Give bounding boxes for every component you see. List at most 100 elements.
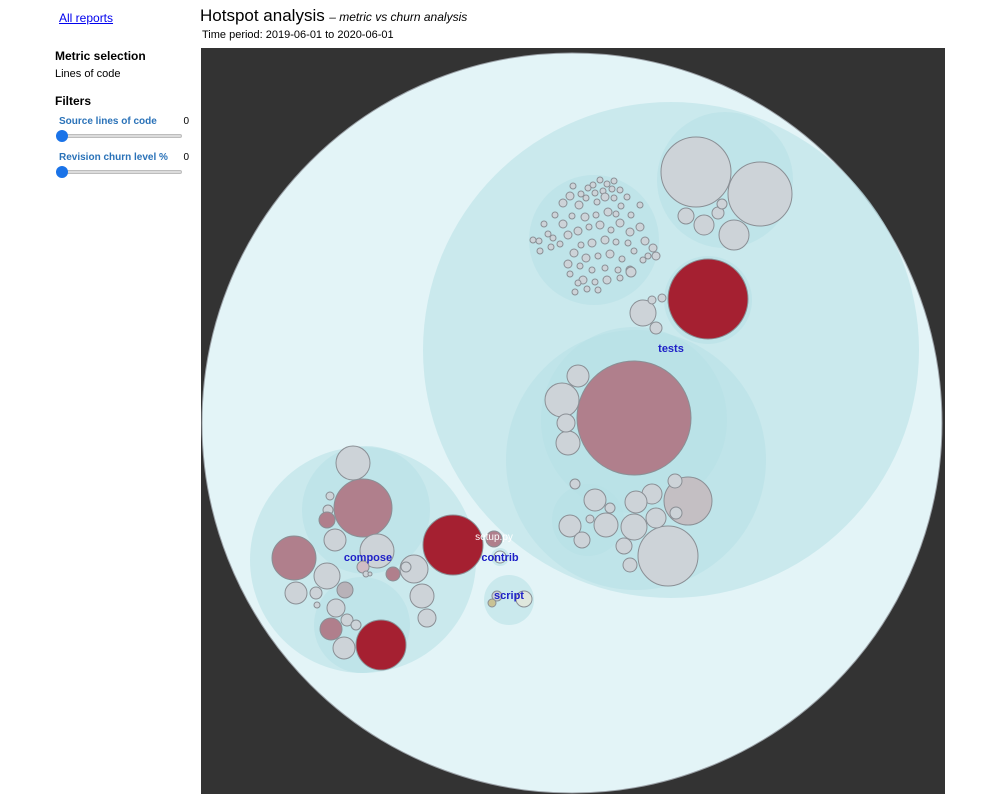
small-file-circle[interactable] [615, 218, 625, 228]
small-file-circle[interactable] [573, 226, 583, 236]
file-circle[interactable] [615, 537, 633, 555]
small-file-circle[interactable] [574, 279, 582, 287]
small-file-circle[interactable] [569, 182, 577, 190]
file-circle[interactable] [340, 613, 354, 627]
small-file-circle[interactable] [651, 251, 661, 261]
file-circle[interactable] [593, 512, 619, 538]
small-file-circle[interactable] [574, 200, 584, 210]
small-file-circle[interactable] [596, 176, 604, 184]
small-file-circle[interactable] [603, 180, 611, 188]
file-circle[interactable] [313, 562, 341, 590]
folder-label-contrib[interactable]: contrib [481, 552, 519, 564]
file-circle[interactable] [319, 617, 343, 641]
hotspot-file-circle[interactable] [271, 535, 317, 581]
file-circle[interactable] [335, 445, 371, 481]
file-circle[interactable] [667, 473, 683, 489]
small-file-circle[interactable] [607, 226, 615, 234]
file-circle[interactable] [323, 528, 347, 552]
file-circle[interactable] [556, 413, 576, 433]
small-file-circle[interactable] [540, 220, 548, 228]
file-circle[interactable] [336, 581, 354, 599]
file-circle[interactable] [555, 430, 581, 456]
file-circle[interactable] [325, 491, 335, 501]
file-circle[interactable] [367, 571, 373, 577]
small-file-circle[interactable] [569, 248, 579, 258]
file-label-setup-py[interactable]: setup.py [475, 532, 513, 543]
small-file-circle[interactable] [624, 239, 632, 247]
small-file-circle[interactable] [583, 285, 591, 293]
file-circle[interactable] [313, 601, 321, 609]
slider-thumb[interactable] [56, 130, 68, 142]
small-file-circle[interactable] [529, 236, 537, 244]
small-file-circle[interactable] [648, 243, 658, 253]
small-file-circle[interactable] [563, 230, 573, 240]
file-circle[interactable] [544, 382, 580, 418]
small-file-circle[interactable] [618, 255, 626, 263]
all-reports-link[interactable]: All reports [59, 11, 114, 25]
small-file-circle[interactable] [594, 252, 602, 260]
small-file-circle[interactable] [566, 270, 574, 278]
file-circle[interactable] [629, 299, 657, 327]
small-file-circle[interactable] [639, 256, 647, 264]
file-circle[interactable] [660, 136, 732, 208]
small-file-circle[interactable] [612, 238, 620, 246]
file-circle[interactable] [359, 533, 395, 569]
file-circle[interactable] [718, 219, 750, 251]
file-circle[interactable] [585, 514, 595, 524]
hotspot-visualization[interactable]: tests compose contrib script setup.py [201, 48, 945, 794]
small-file-circle[interactable] [601, 264, 609, 272]
file-circle[interactable] [677, 207, 695, 225]
small-file-circle[interactable] [558, 219, 568, 229]
small-file-circle[interactable] [602, 275, 612, 285]
small-file-circle[interactable] [605, 249, 615, 259]
folder-label-compose[interactable]: compose [344, 552, 392, 564]
small-file-circle[interactable] [592, 211, 600, 219]
small-file-circle[interactable] [535, 237, 543, 245]
file-circle[interactable] [637, 525, 699, 587]
file-circle[interactable] [624, 490, 648, 514]
folder-circle-script[interactable] [484, 575, 534, 625]
small-file-circle[interactable] [630, 247, 638, 255]
small-file-circle[interactable] [636, 201, 644, 209]
small-file-circle[interactable] [614, 266, 622, 274]
file-circle[interactable] [647, 295, 657, 305]
hotspot-circle-pack[interactable]: tests compose contrib script setup.py [201, 48, 945, 794]
hotspot-file-circle[interactable] [667, 258, 749, 340]
small-file-circle[interactable] [589, 181, 597, 189]
small-file-circle[interactable] [593, 198, 601, 206]
file-circle[interactable] [716, 198, 728, 210]
file-circle[interactable] [318, 511, 336, 529]
small-file-circle[interactable] [603, 207, 613, 217]
file-circle[interactable] [400, 561, 412, 573]
hotspot-file-circle[interactable] [422, 514, 484, 576]
file-circle[interactable] [622, 557, 638, 573]
file-circle[interactable] [649, 321, 663, 335]
file-circle[interactable] [332, 636, 356, 660]
small-file-circle[interactable] [568, 212, 576, 220]
folder-label-tests[interactable]: tests [658, 343, 684, 355]
file-circle[interactable] [657, 293, 667, 303]
small-file-circle[interactable] [623, 193, 631, 201]
file-circle[interactable] [350, 619, 362, 631]
metric-selection-value[interactable]: Lines of code [55, 68, 121, 80]
small-file-circle[interactable] [536, 247, 544, 255]
small-file-circle[interactable] [563, 259, 573, 269]
small-file-circle[interactable] [617, 202, 625, 210]
file-circle[interactable] [569, 478, 581, 490]
file-circle[interactable] [515, 590, 533, 608]
file-circle[interactable] [645, 507, 667, 529]
small-file-circle[interactable] [577, 190, 585, 198]
small-file-circle[interactable] [576, 262, 584, 270]
small-file-circle[interactable] [608, 185, 616, 193]
file-circle[interactable] [409, 583, 435, 609]
small-file-circle[interactable] [580, 212, 590, 222]
small-file-circle[interactable] [549, 234, 557, 242]
small-file-circle[interactable] [582, 194, 590, 202]
small-file-circle[interactable] [556, 240, 564, 248]
hotspot-file-circle[interactable] [576, 360, 692, 476]
small-file-circle[interactable] [644, 252, 652, 260]
small-file-circle[interactable] [612, 210, 620, 218]
file-circle[interactable] [485, 530, 503, 548]
small-file-circle[interactable] [571, 288, 579, 296]
small-file-circle[interactable] [594, 286, 602, 294]
